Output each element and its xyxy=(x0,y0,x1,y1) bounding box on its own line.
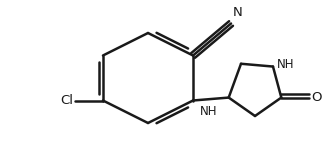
Text: O: O xyxy=(311,91,322,104)
Text: NH: NH xyxy=(277,58,294,71)
Text: Cl: Cl xyxy=(60,94,73,107)
Text: N: N xyxy=(233,7,243,20)
Text: NH: NH xyxy=(200,105,217,118)
